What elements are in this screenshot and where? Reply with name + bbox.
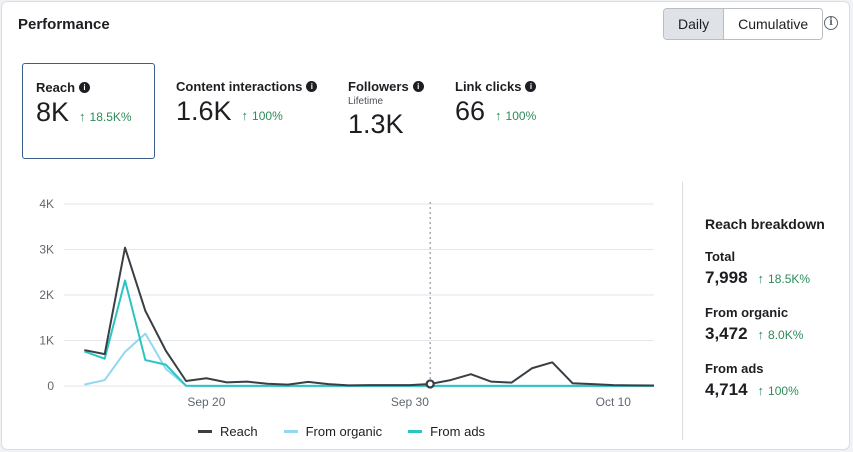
marker-point <box>425 379 435 389</box>
series-line-ads <box>84 279 654 387</box>
metric-content-interactions-value: 1.6K <box>176 96 232 126</box>
info-icon[interactable]: i <box>824 16 838 30</box>
x-tick-label: Sep 30 <box>391 395 429 409</box>
breakdown-total-trend: ↑ 18.5K% <box>758 271 811 286</box>
legend-item-organic[interactable]: From organic <box>283 424 383 439</box>
breakdown-organic: From organic 3,472 ↑ 8.0K% <box>705 305 845 344</box>
breakdown-organic-row: 3,472 ↑ 8.0K% <box>705 324 845 344</box>
metric-link-clicks-row: 66 ↑ 100% <box>455 96 536 127</box>
arrow-up-icon: ↑ <box>757 383 765 398</box>
breakdown-ads-label: From ads <box>705 361 764 376</box>
breakdown-total-value: 7,998 <box>705 268 748 287</box>
metric-content-interactions-label: Content interactions <box>176 79 303 94</box>
x-tick-label: Sep 20 <box>187 395 225 409</box>
y-tick-label: 3K <box>39 243 54 257</box>
metric-followers-card[interactable]: Followers i Lifetime 1.3K <box>348 79 424 140</box>
chart-legend: Reach From organic From ads <box>198 424 485 439</box>
metric-reach-label: Reach <box>36 80 76 95</box>
breakdown-total-trend-value: 18.5K% <box>768 272 811 286</box>
breakdown-organic-trend-value: 8.0K% <box>768 328 804 342</box>
metric-link-clicks-trend: ↑ 100% <box>495 108 536 123</box>
info-icon[interactable]: i <box>79 82 91 93</box>
metric-link-clicks-label: Link clicks <box>455 79 522 94</box>
breakdown-organic-label: From organic <box>705 305 789 320</box>
metric-reach-value: 8K <box>36 97 70 127</box>
arrow-up-icon: ↑ <box>757 271 765 286</box>
metric-content-interactions-card[interactable]: Content interactions i 1.6K ↑ 100% <box>176 79 318 127</box>
breakdown-ads-row: 4,714 ↑ 100% <box>705 380 845 400</box>
metric-link-clicks-trend-value: 100% <box>505 109 537 123</box>
y-tick-label: 2K <box>39 288 54 302</box>
legend-label-ads: From ads <box>430 424 486 439</box>
metric-link-clicks-value: 66 <box>455 96 486 126</box>
breakdown-organic-value: 3,472 <box>705 324 748 343</box>
metric-content-interactions-row: 1.6K ↑ 100% <box>176 96 317 127</box>
y-tick-label: 4K <box>39 197 54 211</box>
legend-swatch-ads <box>408 430 423 433</box>
x-tick-label: Oct 10 <box>596 395 632 409</box>
breakdown-organic-trend: ↑ 8.0K% <box>758 327 804 342</box>
y-tick-label: 1K <box>39 334 54 348</box>
legend-item-reach[interactable]: Reach <box>198 424 258 439</box>
metric-reach-row: 8K ↑ 18.5K% <box>36 97 154 128</box>
metric-content-interactions-trend-value: 100% <box>252 109 283 123</box>
reach-line-chart: 0 1K 2K 3K 4K Sep 20 Sep 30 Oct 10 <box>39 197 655 409</box>
breakdown-title: Reach breakdown <box>705 216 825 232</box>
legend-swatch-organic <box>283 430 298 433</box>
arrow-up-icon: ↑ <box>79 109 86 124</box>
legend-label-organic: From organic <box>305 424 383 439</box>
toggle-cumulative-button[interactable]: Cumulative <box>724 9 823 39</box>
metric-followers-value: 1.3K <box>348 109 404 139</box>
arrow-up-icon: ↑ <box>757 327 765 342</box>
metric-reach-trend-value: 18.5K% <box>89 110 132 124</box>
metric-followers-header: Followers i <box>348 79 424 94</box>
breakdown-total-row: 7,998 ↑ 18.5K% <box>705 268 845 288</box>
metric-followers-sublabel: Lifetime <box>348 96 384 107</box>
metric-reach-header: Reach i <box>36 80 154 95</box>
breakdown-ads-value: 4,714 <box>705 380 748 399</box>
legend-item-ads[interactable]: From ads <box>408 424 485 439</box>
info-icon[interactable]: i <box>306 81 318 92</box>
info-icon[interactable]: i <box>412 81 424 92</box>
info-icon[interactable]: i <box>525 81 537 92</box>
metric-reach-card[interactable]: Reach i 8K ↑ 18.5K% <box>22 63 155 159</box>
legend-swatch-reach <box>198 430 212 433</box>
view-toggle: Daily Cumulative <box>663 8 824 40</box>
breakdown-ads-trend-value: 100% <box>768 384 799 398</box>
breakdown-ads: From ads 4,714 ↑ 100% <box>705 361 845 400</box>
series-line-reach <box>84 246 655 387</box>
breakdown-ads-trend: ↑ 100% <box>758 383 799 398</box>
metric-link-clicks-header: Link clicks i <box>455 79 537 94</box>
legend-label-reach: Reach <box>220 424 258 439</box>
metric-content-interactions-header: Content interactions i <box>176 79 318 94</box>
metric-link-clicks-card[interactable]: Link clicks i 66 ↑ 100% <box>455 79 537 127</box>
vertical-divider <box>682 182 683 440</box>
metric-reach-trend: ↑ 18.5K% <box>79 109 132 124</box>
reach-breakdown: Reach breakdown Total 7,998 ↑ 18.5K% From… <box>705 216 845 400</box>
y-tick-label: 0 <box>47 379 54 393</box>
breakdown-total-label: Total <box>705 249 736 264</box>
arrow-up-icon: ↑ <box>241 108 249 123</box>
arrow-up-icon: ↑ <box>495 108 502 123</box>
metric-followers-label: Followers <box>348 79 409 94</box>
breakdown-total: Total 7,998 ↑ 18.5K% <box>705 249 845 288</box>
metric-content-interactions-trend: ↑ 100% <box>242 108 283 123</box>
toggle-daily-button[interactable]: Daily <box>664 9 725 39</box>
card-title: Performance <box>18 16 110 33</box>
